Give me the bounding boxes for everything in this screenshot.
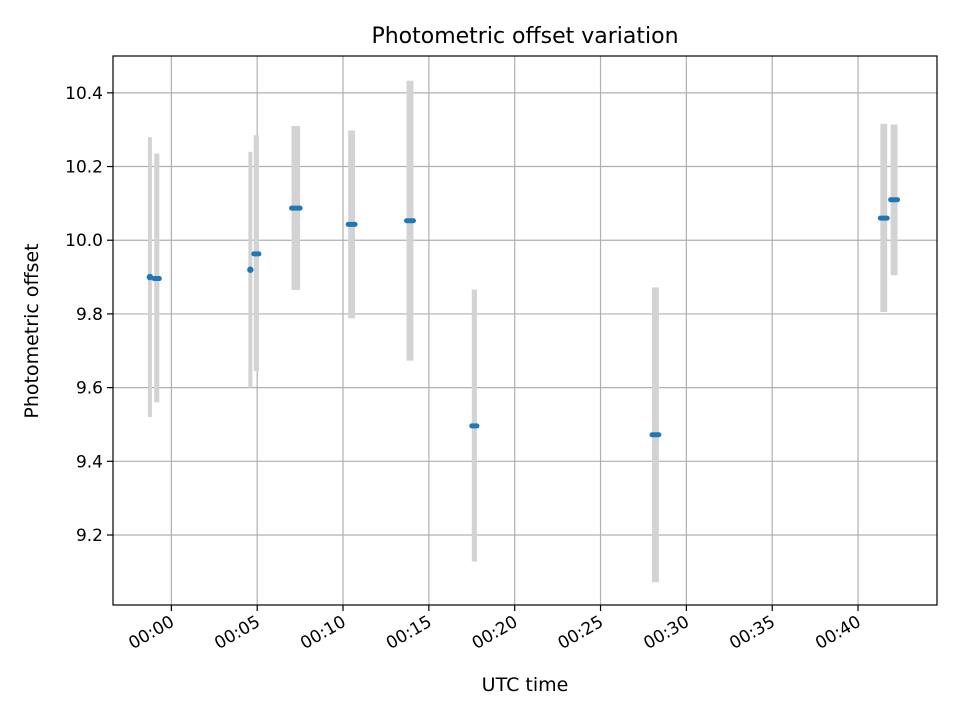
y-tick-label: 9.6 (76, 379, 103, 399)
y-tick-label: 9.2 (76, 526, 103, 546)
y-tick-label: 9.8 (76, 305, 103, 325)
y-tick-label: 10.4 (65, 84, 103, 104)
data-point (146, 273, 154, 281)
y-tick-label: 10.2 (65, 158, 103, 178)
data-point (247, 266, 254, 273)
data-points (146, 197, 901, 438)
y-axis-label: Photometric offset (21, 243, 43, 418)
chart-title: Photometric offset variation (371, 24, 678, 49)
y-tick-label: 10.0 (65, 231, 103, 251)
x-axis-label: UTC time (482, 674, 569, 696)
y-tick-label: 9.4 (76, 452, 103, 472)
plot-frame (112, 55, 938, 606)
